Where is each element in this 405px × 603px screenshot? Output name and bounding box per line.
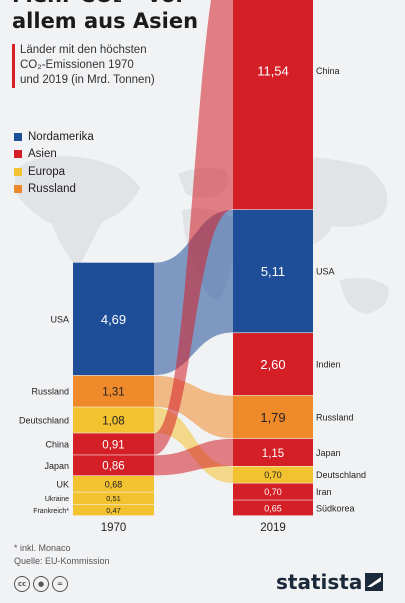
country-label: Ukraine (45, 496, 69, 503)
country-label: Frankreich* (33, 508, 69, 515)
flow-band (154, 438, 233, 476)
data-label: 1,08 (102, 415, 124, 427)
data-label: 0,51 (106, 494, 121, 503)
bar-segment (73, 433, 154, 455)
statista-mark-icon (365, 573, 384, 591)
country-label: Russland (31, 387, 69, 397)
flow-layer (154, 0, 233, 483)
legend-label: Europa (28, 165, 66, 178)
year-label: 1970 (101, 522, 127, 534)
data-label: 11,54 (257, 63, 289, 78)
subtitle-line-2: CO₂-Emissionen 1970 (20, 59, 134, 71)
bar-segment (73, 475, 154, 492)
year-label: 2019 (260, 522, 286, 534)
country-label: China (45, 439, 69, 449)
by-icon[interactable]: ● (33, 576, 49, 592)
legend-swatch (14, 150, 22, 159)
data-label: 1,79 (260, 410, 285, 425)
chart-subtitle: Länder mit den höchsten CO₂-Emissionen 1… (20, 43, 220, 88)
bar-segment (233, 466, 313, 483)
legend-label: Asien (28, 148, 57, 161)
nd-icon[interactable]: = (52, 576, 68, 592)
data-label: 0,91 (102, 439, 124, 451)
bar-segment (233, 0, 313, 210)
country-label: Iran (316, 487, 332, 497)
source-label: Quelle: EU-Kommission (14, 556, 110, 566)
data-label: 2,60 (260, 357, 285, 372)
bar-segment (73, 504, 154, 516)
data-label: 5,11 (261, 264, 285, 279)
country-label: USA (316, 267, 335, 277)
data-label: 1,31 (102, 387, 124, 399)
legend-swatch (14, 167, 22, 176)
bar-segment (73, 492, 154, 505)
data-label: 1,15 (262, 448, 284, 460)
data-label: 0,68 (105, 479, 123, 489)
data-label: 0,86 (102, 461, 124, 473)
country-label: Deutschland (316, 470, 366, 480)
country-label: UK (56, 479, 69, 489)
legend-label: Nordamerika (28, 130, 94, 143)
title-line-1: Mehr CO₂ – vor (12, 0, 232, 8)
legend-swatch (14, 185, 22, 194)
bar-segment (73, 262, 154, 376)
data-label: 0,65 (264, 503, 282, 513)
subtitle-line-1: Länder mit den höchsten (20, 44, 147, 56)
country-label: Südkorea (316, 503, 355, 513)
brand-wordmark: statista (276, 570, 363, 594)
data-label: 4,69 (101, 312, 126, 327)
bar-segment (233, 500, 313, 516)
legend-item: Nordamerika (14, 128, 94, 146)
footnote: * inkl. Monaco Quelle: EU-Kommission (14, 542, 110, 568)
chart-legend: Nordamerika Asien Europa Russland (14, 128, 94, 198)
legend-swatch (14, 132, 22, 141)
bar-segment (233, 209, 313, 333)
subtitle-accent-bar (12, 44, 15, 88)
cc-icon[interactable]: cc (14, 576, 30, 592)
legend-item: Europa (14, 163, 94, 181)
country-label: USA (50, 314, 69, 324)
flow-band (154, 0, 233, 455)
data-label: 0,47 (106, 506, 121, 515)
bar-segment (233, 438, 313, 466)
bar-segment (73, 455, 154, 476)
license-icons: cc ● = (14, 576, 68, 592)
title-line-2: allem aus Asien (12, 9, 199, 33)
bar-segment (73, 407, 154, 433)
bar-segment (73, 375, 154, 407)
bar-segment (233, 395, 313, 439)
bar-segment (233, 483, 313, 500)
country-label: Indien (316, 360, 341, 370)
statista-logo[interactable]: statista (276, 570, 384, 594)
country-label: Russland (316, 412, 354, 422)
country-label: Deutschland (19, 415, 69, 425)
legend-label: Russland (28, 183, 76, 196)
legend-item: Asien (14, 146, 94, 164)
legend-item: Russland (14, 181, 94, 199)
bar-segment (233, 333, 313, 396)
data-label: 0,70 (264, 470, 282, 480)
country-label: Japan (44, 461, 69, 471)
country-label: Japan (316, 448, 341, 458)
subtitle-line-3: und 2019 (in Mrd. Tonnen) (20, 74, 155, 86)
data-label: 0,70 (264, 487, 282, 497)
chart-title: Mehr CO₂ – vor allem aus Asien (12, 0, 232, 34)
footnote-note: * inkl. Monaco (14, 543, 71, 553)
country-label: China (316, 66, 340, 76)
